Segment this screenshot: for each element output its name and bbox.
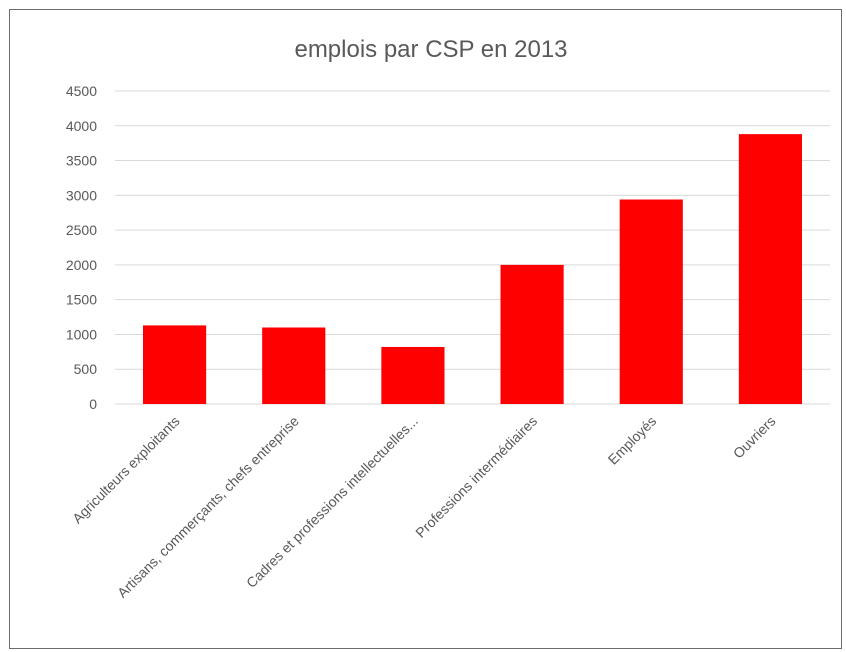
x-category-label: Agriculteurs exploitants (69, 413, 183, 527)
bar (738, 134, 802, 404)
bar-chart: emplois par CSP en 2013 0 500 1000 1500 2000… (66, 36, 830, 601)
y-tick-label: 500 (74, 361, 98, 377)
y-tick-label: 3500 (66, 153, 97, 169)
bars (143, 134, 802, 404)
y-tick-label: 4500 (66, 83, 97, 99)
bar (381, 346, 445, 404)
x-category-label: Employés (605, 413, 660, 468)
y-tick-label: 1000 (66, 326, 97, 342)
y-tick-label: 2000 (66, 257, 97, 273)
y-tick-label: 2500 (66, 222, 97, 238)
x-category-label: Ouvriers (730, 413, 779, 462)
y-tick-label: 0 (89, 396, 97, 412)
gridlines (115, 90, 830, 405)
y-tick-label: 1500 (66, 292, 97, 308)
chart-title: emplois par CSP en 2013 (294, 36, 567, 63)
x-category-label: Professions intermédiaires (412, 413, 540, 541)
bar (619, 199, 683, 404)
y-tick-label: 4000 (66, 118, 97, 134)
y-tick-label: 3000 (66, 187, 97, 203)
y-axis-ticks: 0 500 1000 1500 2000 2500 3000 3500 4000 4500 (66, 83, 97, 412)
chart-frame: emplois par CSP en 2013 0 500 1000 1500 2000… (9, 9, 842, 649)
bar (500, 264, 564, 404)
bar (143, 325, 207, 404)
bar (262, 327, 326, 404)
